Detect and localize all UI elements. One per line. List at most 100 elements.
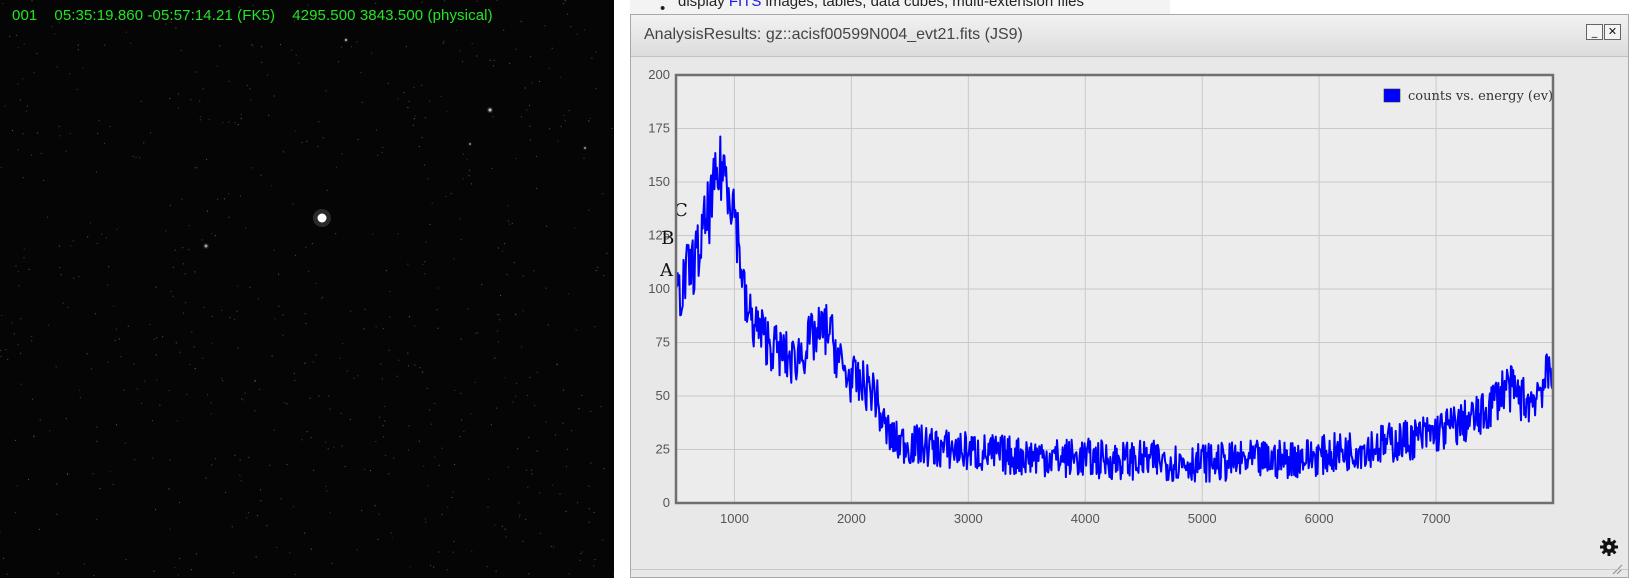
noise-pixel [31, 0, 33, 2]
noise-pixel [20, 352, 22, 354]
noise-pixel [545, 421, 547, 423]
noise-pixel [65, 418, 67, 420]
noise-pixel [259, 489, 262, 491]
noise-pixel [318, 395, 320, 397]
noise-pixel [320, 298, 322, 300]
analysis-results-window[interactable]: AnalysisResults: gz::acisf00599N004_evt2… [630, 14, 1629, 578]
noise-pixel [90, 368, 92, 370]
noise-pixel [130, 42, 132, 44]
noise-pixel [476, 13, 478, 15]
noise-pixel [251, 44, 253, 46]
noise-pixel [530, 56, 532, 58]
noise-pixel [67, 472, 69, 474]
background-text-after: images, tables, data cubes, multi-extens… [761, 0, 1085, 10]
noise-pixel [143, 142, 145, 144]
noise-pixel [261, 61, 263, 63]
noise-pixel [156, 379, 158, 381]
noise-pixel [58, 22, 60, 24]
noise-pixel [1, 3, 4, 5]
noise-pixel [286, 403, 288, 405]
noise-pixel [369, 469, 372, 472]
noise-pixel [602, 193, 604, 195]
noise-pixel [0, 349, 1, 352]
noise-pixel [324, 441, 327, 443]
noise-pixel [84, 22, 86, 24]
noise-pixel [438, 551, 440, 553]
noise-pixel [527, 394, 529, 397]
noise-pixel [170, 290, 172, 292]
noise-pixel [92, 473, 94, 475]
window-titlebar[interactable]: AnalysisResults: gz::acisf00599N004_evt2… [631, 15, 1628, 57]
noise-pixel [419, 367, 421, 369]
noise-pixel [172, 266, 174, 268]
noise-pixel [387, 82, 389, 84]
noise-pixel [531, 473, 533, 475]
window-title: AnalysisResults: gz::acisf00599N004_evt2… [644, 26, 1023, 43]
star-field-image[interactable] [0, 0, 614, 578]
noise-pixel [487, 506, 489, 508]
noise-pixel [583, 157, 585, 159]
noise-pixel [271, 185, 273, 187]
noise-pixel [553, 546, 555, 548]
gear-icon[interactable] [1599, 537, 1619, 557]
noise-pixel [414, 115, 416, 117]
noise-pixel [310, 548, 312, 550]
noise-pixel [46, 216, 49, 218]
noise-pixel [301, 439, 303, 441]
noise-pixel [528, 104, 531, 106]
noise-pixel [364, 468, 366, 471]
noise-pixel [292, 506, 295, 508]
noise-pixel [96, 426, 98, 428]
noise-pixel [341, 342, 344, 345]
noise-pixel [127, 325, 129, 327]
noise-pixel [205, 477, 207, 479]
noise-pixel [202, 88, 204, 90]
fits-link[interactable]: FITS [728, 0, 762, 10]
noise-pixel [568, 110, 570, 112]
noise-pixel [584, 29, 586, 31]
noise-pixel [488, 478, 490, 480]
noise-pixel [82, 67, 84, 69]
noise-pixel [409, 566, 411, 568]
noise-pixel [424, 273, 426, 275]
noise-pixel [544, 25, 546, 27]
star [344, 38, 348, 42]
noise-pixel [446, 111, 448, 113]
noise-pixel [150, 132, 152, 134]
noise-pixel [588, 209, 590, 211]
noise-pixel [194, 167, 196, 169]
minimize-button[interactable]: _ [1586, 24, 1603, 40]
noise-pixel [70, 245, 72, 247]
noise-pixel [294, 379, 296, 381]
noise-pixel [254, 410, 256, 412]
noise-pixel [388, 473, 390, 475]
energy-spectrum-chart[interactable]: 1000 2000 3000 4000 5000 6000 7000 0 25 50 75 100 12… [631, 57, 1628, 547]
noise-pixel [190, 569, 192, 571]
close-button[interactable]: ✕ [1604, 24, 1621, 40]
noise-pixel [407, 352, 409, 354]
noise-pixel [1, 314, 3, 317]
noise-pixel [76, 88, 78, 91]
noise-pixel [574, 227, 576, 229]
noise-pixel [257, 298, 259, 300]
noise-pixel [453, 258, 455, 260]
noise-pixel [93, 574, 95, 577]
noise-pixel [588, 120, 590, 122]
noise-pixel [65, 150, 67, 152]
noise-pixel [273, 429, 275, 431]
noise-pixel [422, 263, 424, 266]
noise-pixel [191, 331, 193, 333]
noise-pixel [397, 98, 399, 100]
noise-pixel [522, 540, 524, 542]
noise-pixel [237, 347, 239, 349]
noise-pixel [407, 449, 409, 451]
noise-pixel [43, 179, 45, 182]
noise-pixel [56, 66, 58, 68]
noise-pixel [154, 508, 157, 511]
noise-pixel [175, 27, 177, 29]
noise-pixel [499, 319, 501, 321]
noise-pixel [460, 392, 462, 395]
image-display[interactable]: 001 05:35:19.860 -05:57:14.21 (FK5) 4295… [0, 0, 614, 578]
noise-pixel [134, 459, 136, 461]
noise-pixel [444, 0, 446, 2]
